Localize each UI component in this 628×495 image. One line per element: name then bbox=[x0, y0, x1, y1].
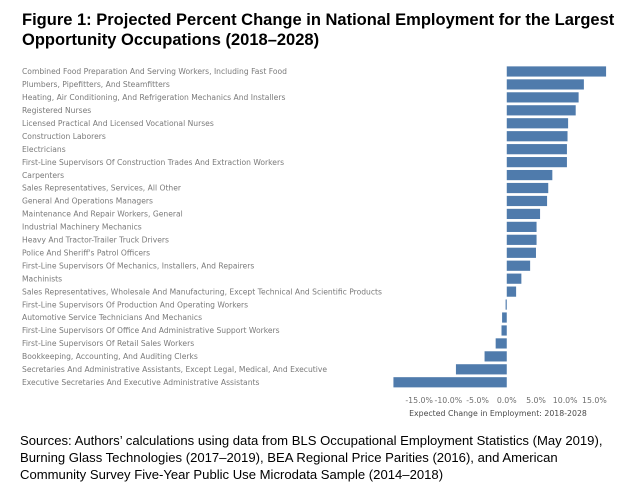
category-label: Sales Representatives, Wholesale And Man… bbox=[22, 287, 382, 296]
bar bbox=[501, 325, 507, 336]
bar bbox=[506, 182, 549, 194]
category-label: Construction Laborers bbox=[22, 132, 106, 141]
bar bbox=[506, 169, 553, 181]
bar bbox=[506, 144, 567, 155]
category-label: Executive Secretaries And Executive Admi… bbox=[22, 378, 259, 387]
x-tick-label: -15.0% bbox=[405, 396, 433, 405]
bar bbox=[505, 299, 507, 310]
bar bbox=[506, 118, 569, 129]
figure-title: Figure 1: Projected Percent Change in Na… bbox=[22, 11, 615, 49]
category-label: Automotive Service Technicians And Mecha… bbox=[22, 313, 202, 322]
category-label: Combined Food Preparation And Serving Wo… bbox=[22, 67, 287, 76]
x-tick-label: 0.0% bbox=[497, 396, 517, 405]
category-label: First-Line Supervisors Of Retail Sales W… bbox=[22, 339, 194, 348]
category-label: First-Line Supervisors Of Office And Adm… bbox=[22, 326, 280, 335]
x-axis-title: Expected Change in Employment: 2018-2028 bbox=[409, 409, 587, 418]
category-label: First-Line Supervisors Of Mechanics, Ins… bbox=[22, 261, 254, 270]
bar bbox=[506, 79, 584, 90]
category-label: First-Line Supervisors Of Production And… bbox=[22, 300, 248, 309]
category-label: Carpenters bbox=[22, 171, 64, 180]
bar bbox=[506, 105, 576, 116]
x-tick-label: 5.0% bbox=[526, 396, 546, 405]
category-labels: Combined Food Preparation And Serving Wo… bbox=[22, 67, 382, 387]
category-label: Machinists bbox=[22, 274, 62, 283]
bar bbox=[506, 234, 537, 245]
bar bbox=[506, 195, 548, 207]
bar bbox=[506, 66, 607, 77]
bar bbox=[506, 208, 541, 220]
bar bbox=[502, 312, 507, 323]
bar bbox=[506, 260, 531, 271]
x-tick-label: -10.0% bbox=[435, 396, 463, 405]
category-label: Bookkeeping, Accounting, And Auditing Cl… bbox=[22, 352, 198, 361]
category-label: Registered Nurses bbox=[22, 106, 91, 115]
x-axis: -15.0% -10.0% -5.0% 0.0% 5.0% 10.0% 15.0% bbox=[405, 396, 606, 405]
x-tick-label: 15.0% bbox=[582, 396, 607, 405]
bar bbox=[506, 157, 567, 168]
bar bbox=[455, 364, 507, 375]
bar bbox=[495, 338, 507, 349]
category-label: Industrial Machinery Mechanics bbox=[22, 223, 142, 232]
bar bbox=[506, 131, 568, 142]
category-label: Police And Sheriff's Patrol Officers bbox=[22, 248, 150, 257]
category-label: Electricians bbox=[22, 145, 66, 154]
bar bbox=[506, 273, 522, 284]
category-label: Licensed Practical And Licensed Vocation… bbox=[22, 119, 214, 128]
bar bbox=[506, 247, 536, 258]
category-label: First-Line Supervisors Of Construction T… bbox=[22, 158, 284, 167]
x-tick-label: 10.0% bbox=[553, 396, 578, 405]
category-label: Secretaries And Administrative Assistant… bbox=[22, 365, 327, 374]
bar bbox=[506, 221, 537, 232]
category-label: General And Operations Managers bbox=[22, 197, 153, 206]
bar bbox=[506, 286, 517, 297]
category-label: Plumbers, Pipefitters, And Steamfitters bbox=[22, 80, 170, 89]
bars bbox=[393, 66, 607, 388]
bar bbox=[506, 92, 579, 103]
bar-chart: Combined Food Preparation And Serving Wo… bbox=[22, 66, 607, 418]
category-label: Maintenance And Repair Workers, General bbox=[22, 210, 183, 219]
category-label: Sales Representatives, Services, All Oth… bbox=[22, 184, 182, 193]
bar bbox=[393, 377, 507, 388]
bar bbox=[484, 351, 507, 362]
x-tick-label: -5.0% bbox=[466, 396, 489, 405]
source-note: Sources: Authors’ calculations using dat… bbox=[20, 433, 603, 482]
category-label: Heating, Air Conditioning, And Refrigera… bbox=[22, 93, 285, 102]
category-label: Heavy And Tractor-Trailer Truck Drivers bbox=[22, 236, 169, 245]
